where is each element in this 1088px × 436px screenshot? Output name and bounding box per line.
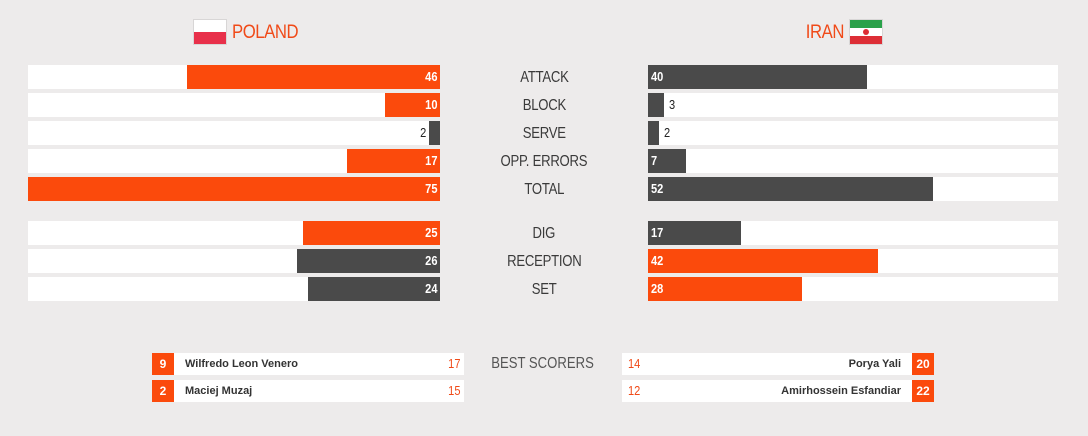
- stat-left-bar: [187, 65, 440, 89]
- scorer-row-right: 22 Amirhossein Esfandiar 12: [622, 380, 934, 402]
- stat-right-track: 40: [648, 65, 1058, 89]
- stat-left-bar: [28, 177, 440, 201]
- stat-right-bar: [648, 177, 933, 201]
- stat-right-bar: [648, 249, 878, 273]
- stat-left-value: 75: [424, 181, 437, 196]
- stat-row-dig: 25 DIG 17: [0, 221, 1088, 245]
- scorer-jersey-number: 2: [152, 380, 174, 402]
- stat-row-serve: 2 SERVE 2: [0, 121, 1088, 145]
- stat-right-value: 28: [651, 281, 664, 296]
- stat-label: RECEPTION: [506, 253, 582, 270]
- stat-left-track: 75: [28, 177, 440, 201]
- stat-left-track: 26: [28, 249, 440, 273]
- scorer-jersey-number: 9: [152, 353, 174, 375]
- stat-left-bar: [303, 221, 440, 245]
- stat-right-value: 52: [651, 181, 664, 196]
- stat-label: OPP. ERRORS: [500, 153, 588, 170]
- stat-row-block: 10 BLOCK 3: [0, 93, 1088, 117]
- stat-label: ATTACK: [519, 69, 569, 86]
- stat-right-value: 2: [664, 125, 671, 140]
- stat-right-track: 3: [648, 93, 1058, 117]
- scorer-name: Wilfredo Leon Venero: [185, 358, 298, 370]
- best-scorers-label: BEST SCORERS: [491, 355, 595, 372]
- stat-left-bar: [347, 149, 440, 173]
- stat-right-track: 17: [648, 221, 1058, 245]
- scorer-row-right: 20 Porya Yali 14: [622, 353, 934, 375]
- stat-label: DIG: [532, 225, 556, 242]
- stat-right-track: 28: [648, 277, 1058, 301]
- stat-row-reception: 26 RECEPTION 42: [0, 249, 1088, 273]
- poland-flag-icon: [194, 20, 226, 44]
- iran-flag-icon: [850, 20, 882, 44]
- stat-right-value: 42: [651, 253, 664, 268]
- stat-left-value: 17: [424, 153, 437, 168]
- stat-right-track: 52: [648, 177, 1058, 201]
- scorer-row-left: 9 Wilfredo Leon Venero 17: [152, 353, 464, 375]
- team-left-name: POLAND: [232, 22, 299, 43]
- stat-left-value: 25: [424, 225, 437, 240]
- scorer-jersey-number: 20: [912, 353, 934, 375]
- stat-label: SERVE: [522, 125, 566, 142]
- stat-right-track: 2: [648, 121, 1058, 145]
- stat-right-bar: [648, 221, 741, 245]
- team-right-name: IRAN: [805, 22, 845, 43]
- scorer-points: 12: [628, 383, 641, 398]
- stat-right-value: 3: [669, 97, 676, 112]
- stat-left-value: 46: [424, 69, 437, 84]
- stat-left-value: 24: [424, 281, 437, 296]
- stat-right-value: 7: [651, 153, 658, 168]
- scorer-name: Porya Yali: [848, 358, 901, 370]
- stat-left-value: 26: [424, 253, 437, 268]
- stat-left-track: 2: [28, 121, 440, 145]
- stat-right-bar: [648, 93, 664, 117]
- scorer-row-left: 2 Maciej Muzaj 15: [152, 380, 464, 402]
- scorer-points: 17: [447, 356, 460, 371]
- scorer-points: 15: [447, 383, 460, 398]
- scorer-jersey-number: 22: [912, 380, 934, 402]
- stat-left-value: 10: [424, 97, 437, 112]
- stat-row-opp-errors: 17 OPP. ERRORS 7: [0, 149, 1088, 173]
- stat-left-bar: [429, 121, 440, 145]
- stat-left-bar: [385, 93, 440, 117]
- stat-left-track: 24: [28, 277, 440, 301]
- stat-right-value: 17: [651, 225, 664, 240]
- stat-right-bar: [648, 149, 686, 173]
- stat-right-bar: [648, 65, 867, 89]
- scorer-name: Amirhossein Esfandiar: [781, 385, 901, 397]
- stat-right-bar: [648, 121, 659, 145]
- scorer-points: 14: [628, 356, 641, 371]
- stat-right-bar: [648, 277, 802, 301]
- stat-left-track: 25: [28, 221, 440, 245]
- stat-label: TOTAL: [524, 181, 564, 198]
- stat-right-track: 7: [648, 149, 1058, 173]
- stat-left-track: 17: [28, 149, 440, 173]
- stat-right-track: 42: [648, 249, 1058, 273]
- stat-left-bar: [308, 277, 440, 301]
- stat-row-attack: 46 ATTACK 40: [0, 65, 1088, 89]
- stat-right-value: 40: [651, 69, 664, 84]
- stat-left-bar: [297, 249, 440, 273]
- stat-label: BLOCK: [522, 97, 566, 114]
- stat-row-total: 75 TOTAL 52: [0, 177, 1088, 201]
- stat-row-set: 24 SET 28: [0, 277, 1088, 301]
- stat-left-track: 10: [28, 93, 440, 117]
- scorer-name: Maciej Muzaj: [185, 385, 253, 397]
- stat-label: SET: [531, 281, 557, 298]
- stat-left-track: 46: [28, 65, 440, 89]
- stat-left-value: 2: [419, 125, 426, 140]
